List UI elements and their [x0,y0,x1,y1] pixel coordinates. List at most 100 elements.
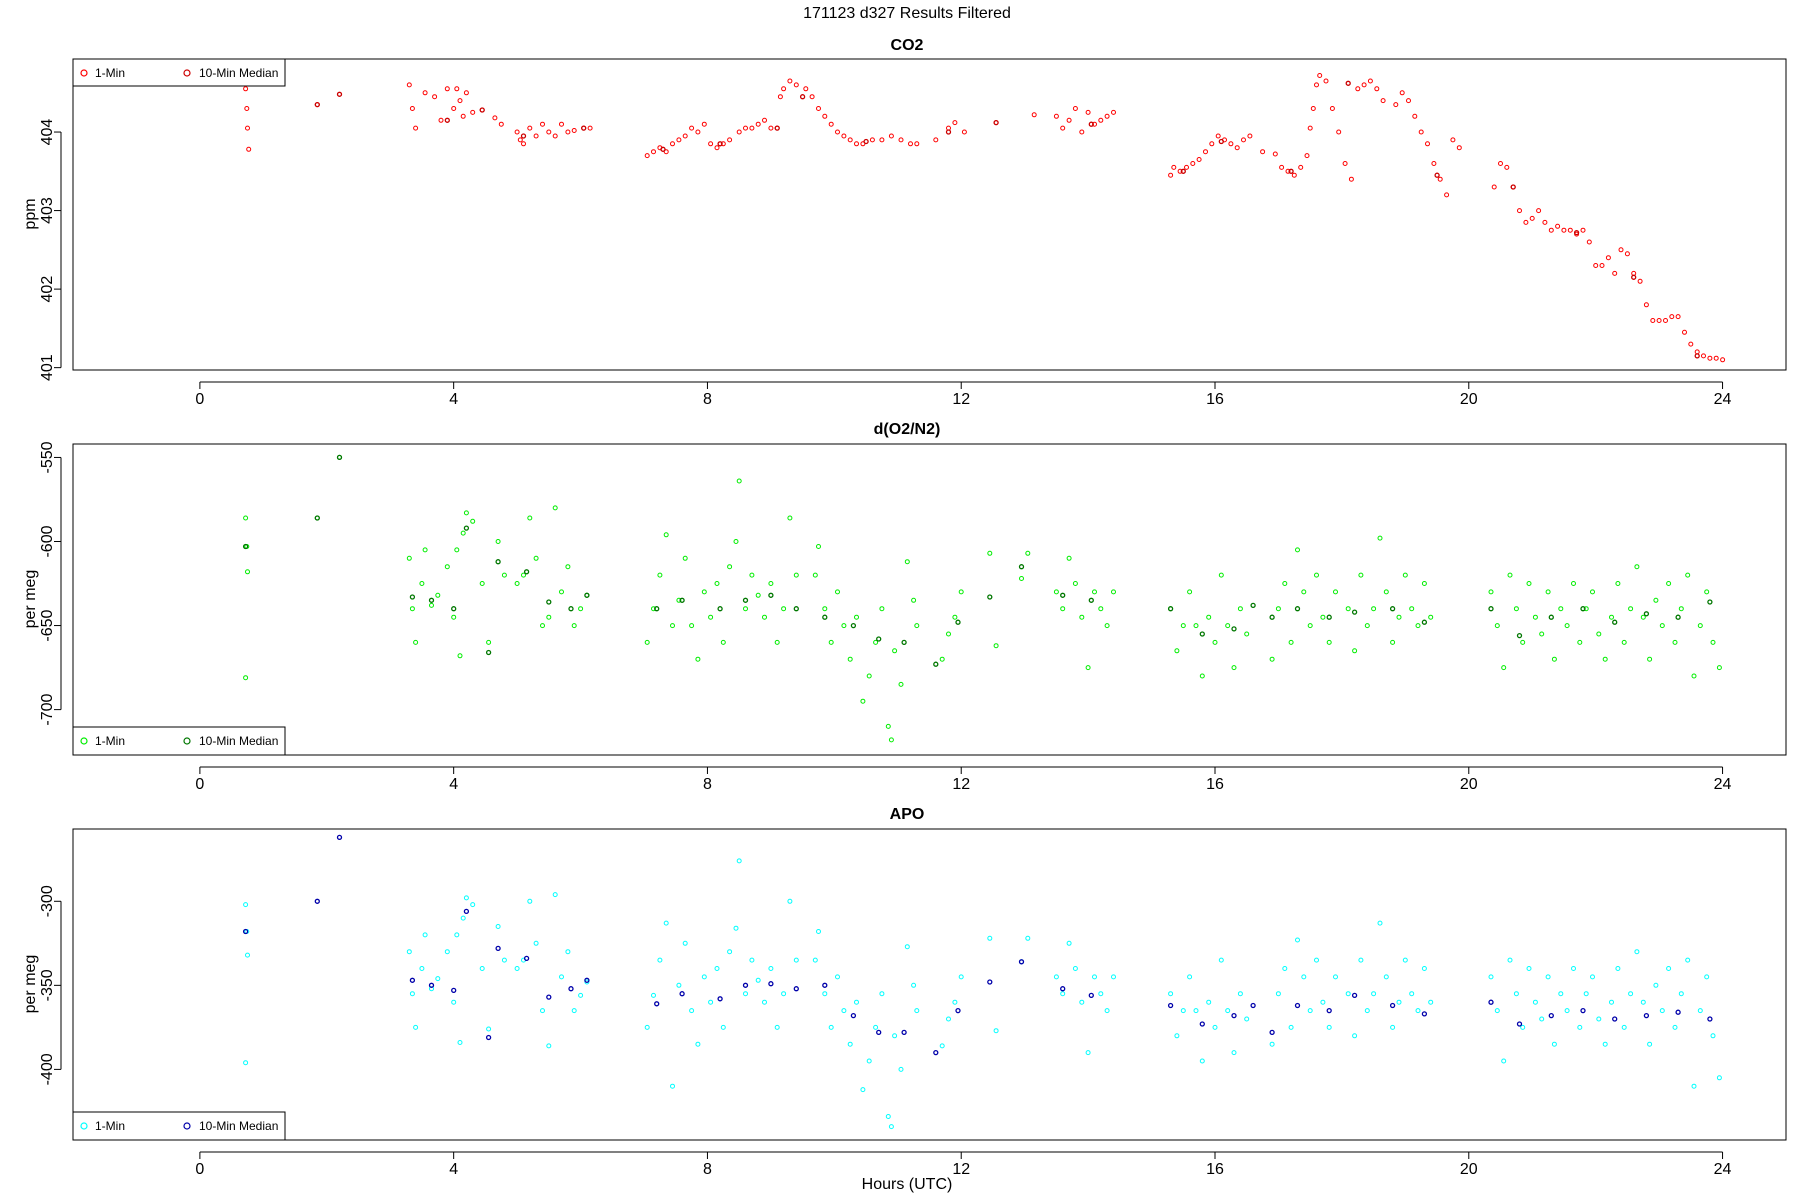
o2n2-point [736,478,742,484]
apo-point [1580,1007,1586,1014]
o2n2-point [1716,665,1722,671]
co2-point [676,137,682,143]
co2-point [444,86,450,92]
o2n2-point [822,614,828,620]
o2n2-x-tick-label: 4 [449,776,458,793]
co2-point [749,125,755,131]
co2-point [1355,86,1361,92]
co2-point [1707,355,1713,361]
apo-point [1345,991,1351,997]
apo-point [1548,1012,1554,1019]
co2-point [517,137,523,143]
o2n2-point [552,505,558,511]
apo-point [1402,957,1408,963]
co2-point [1412,113,1418,119]
apo-point [1672,1024,1678,1030]
apo-x-tick-label: 20 [1460,1161,1478,1178]
co2-legend: 1-Min 10-Min Median [72,58,286,87]
o2n2-point [841,623,847,629]
co2-point [1586,239,1592,245]
apo-point [1710,1033,1716,1039]
co2-panel-title: CO2 [891,37,924,54]
o2n2-point [540,623,545,629]
co2-point [1336,129,1342,135]
apo-point [1409,991,1415,997]
co2-point [1279,164,1285,170]
co2-point [1215,133,1221,139]
apo-point [1269,1029,1275,1036]
o2n2-point [1685,572,1691,578]
apo-point [1092,974,1097,980]
apo-point [1351,992,1358,999]
apo-point [911,982,917,988]
o2n2-point [521,572,526,578]
o2n2-point [1659,623,1665,629]
co2-point [781,86,787,92]
apo-point [1647,1041,1653,1047]
co2-point [1599,263,1605,268]
co2-point [470,109,476,115]
co2-point [717,141,723,147]
apo-point [755,977,761,983]
apo-point [781,991,787,997]
apo-point [854,999,859,1005]
apo-y-tick-label: -400 [39,1053,56,1085]
o2n2-point [463,525,470,531]
co2-point [559,121,564,127]
o2n2-x-tick-label: 0 [195,776,204,793]
co2-point [454,86,460,92]
o2n2-point [657,572,663,578]
co2-point [1542,219,1548,225]
apo-point [939,1043,945,1049]
apo-point [1275,991,1281,997]
co2-point [1669,314,1675,320]
o2n2-point [1320,614,1326,620]
o2n2-point [1383,589,1389,595]
co2-point [546,129,552,135]
co2-point [533,133,539,139]
apo-point [701,974,707,980]
o2n2-point [584,592,590,598]
o2n2-point [435,592,441,598]
o2n2-x-tick-label: 16 [1206,776,1224,793]
co2-point [933,137,939,143]
o2n2-point [670,623,675,629]
o2n2-point [733,539,739,544]
apo-point [1174,1033,1180,1039]
apo-point [1691,1083,1697,1089]
o2n2-point [1621,639,1627,645]
o2n2-point [850,622,857,629]
apo-point [584,977,590,983]
co2-point [409,106,415,111]
co2-point [1573,229,1580,236]
co2-point [1317,73,1323,78]
o2n2-y-tick-label: -650 [39,609,56,641]
apo-point [1066,940,1072,946]
apo-point [644,1024,650,1030]
o2n2-point [682,555,688,561]
apo-panel-title: APO [890,806,925,823]
o2n2-point [1333,589,1338,595]
o2n2-point [1088,597,1094,603]
o2n2-point [1615,581,1621,586]
o2n2-y-tick-label: -550 [39,441,56,473]
apo-point [1206,999,1212,1005]
apo-point [1294,1002,1301,1009]
o2n2-point [1250,602,1256,609]
apo-point [1269,1041,1275,1047]
o2n2-point [479,581,485,586]
o2n2-point [1501,665,1507,671]
o2n2-point [1609,614,1614,620]
apo-point [1707,1016,1713,1022]
o2n2-point [663,532,669,538]
apo-point [1390,1024,1396,1030]
o2n2-point [885,723,891,729]
apo-point [1231,1012,1237,1019]
apo-point [1558,991,1564,997]
apo-point [828,1024,834,1030]
co2-point [1491,184,1497,190]
o2n2-point [822,606,828,612]
co2-point [1098,117,1104,123]
co2-point [540,121,545,127]
apo-point [1225,1008,1231,1014]
